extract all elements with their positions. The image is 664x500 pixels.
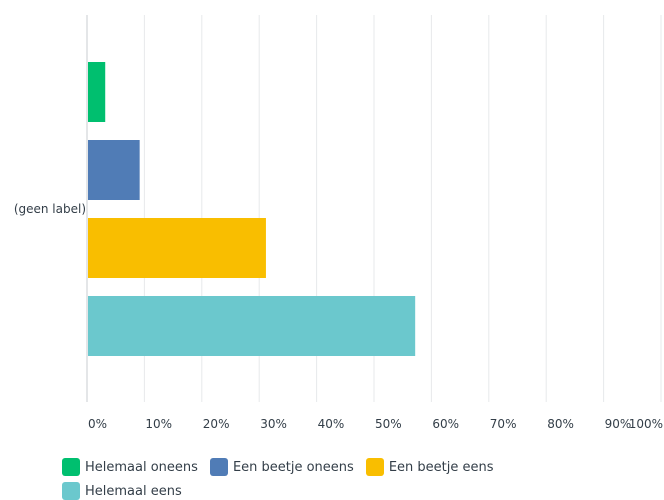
bar[interactable] [88,62,106,122]
legend-label: Helemaal eens [85,483,182,499]
legend-swatch [365,458,384,476]
bar-chart: 0% 10% 20% 30% 40% 50% 60% 70% 80% 90%100% (geen … [14,15,663,431]
x-tick-label: 90% [605,417,632,431]
x-tick-label: 100% [629,417,663,431]
x-tick-label: 80% [547,417,574,431]
x-tick-label: 0% [88,417,107,431]
x-tick-label: 10% [145,417,172,431]
legend-swatch [62,458,80,476]
bar[interactable] [88,140,140,200]
legend: Helemaal oneens Een beetje oneens Een beet… [62,458,622,500]
bar[interactable] [88,218,266,278]
legend-swatch [62,482,80,500]
legend-swatch [209,458,228,476]
grid-lines [86,15,662,402]
x-tick-label: 20% [203,417,230,431]
legend-label: Een beetje eens [388,459,494,475]
x-axis: 0% 10% 20% 30% 40% 50% 60% 70% 80% 90%100% [88,417,663,431]
legend-item[interactable]: Een beetje oneens [209,458,354,476]
bar[interactable] [88,296,416,356]
x-tick-label: 40% [318,417,345,431]
bars [88,62,416,356]
x-tick-label: 70% [490,417,517,431]
legend-label: Helemaal oneens [85,459,198,475]
x-tick-label: 50% [375,417,402,431]
legend-item[interactable]: Helemaal oneens [62,458,198,476]
legend-item[interactable]: Helemaal eens [62,482,610,500]
category-label: (geen label) [14,202,86,216]
category-labels: (geen label) [14,202,86,216]
legend-item[interactable]: Een beetje eens [365,458,494,476]
x-tick-label: 60% [432,417,459,431]
legend-label: Een beetje oneens [232,459,354,475]
x-tick-label: 30% [260,417,287,431]
